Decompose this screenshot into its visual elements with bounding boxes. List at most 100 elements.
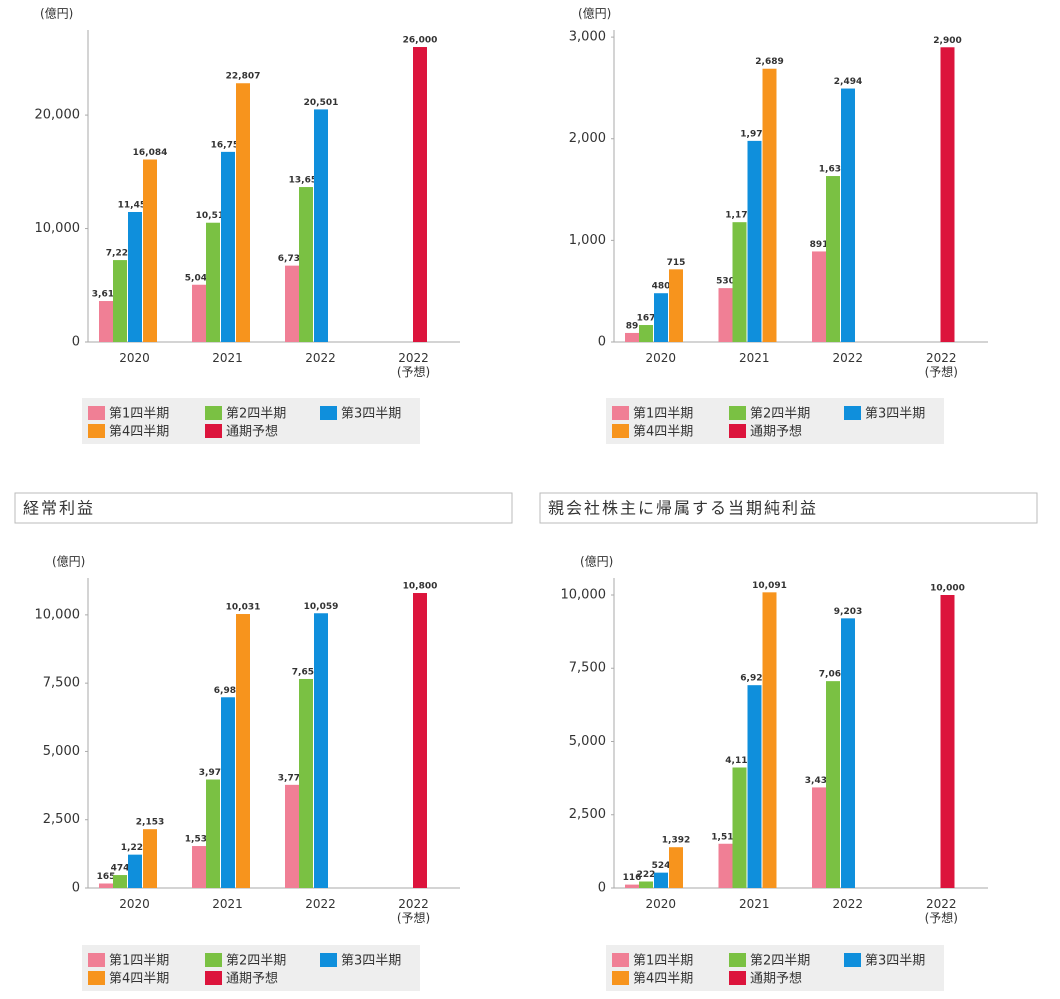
y-tick-label: 0 [598,881,606,896]
legend-swatch [729,406,746,420]
value-label: 22,807 [226,72,261,82]
value-label: 10,000 [930,583,965,593]
bar [940,47,955,342]
bar [940,594,955,888]
value-label: 3,777 [278,773,306,783]
bar [285,265,299,342]
bar [625,332,639,342]
value-label: 891 [810,240,829,250]
value-label: 530 [716,277,735,287]
legend-swatch [205,971,222,985]
value-label: 6,922 [740,674,768,684]
value-label: 1,633 [819,165,847,175]
x-tick-label: 2020 [119,897,150,911]
y-tick-label: 7,500 [569,661,606,676]
legend-swatch [205,953,222,967]
bar [812,787,826,888]
bar [113,875,127,888]
legend-label: 第4四半期 [109,425,169,440]
legend-swatch [844,406,861,420]
value-label: 3,433 [805,776,833,786]
bar [841,88,855,342]
legend-box [82,945,420,991]
legend-label: 通期予想 [226,424,278,440]
legend-swatch [729,953,746,967]
bar [206,222,220,342]
value-label: 1,536 [185,835,213,845]
legend-label: 第4四半期 [633,972,693,987]
legend-label: 第2四半期 [750,407,810,422]
x-tick-label: 2021 [212,897,243,911]
x-tick-label: 2022 (予想) [396,351,431,379]
value-label: 1,979 [740,129,768,139]
value-label: 4,113 [725,756,753,766]
value-label: 6,983 [214,686,242,696]
legend-label: 第3四半期 [865,407,925,422]
legend-swatch [320,953,337,967]
legend-swatch [88,424,105,438]
bar [99,301,113,342]
y-tick-label: 5,000 [569,734,606,749]
value-label: 3,611 [92,290,120,300]
bar [747,140,762,342]
legend-swatch [612,953,629,967]
section-header-box [539,492,1038,524]
y-tick-label: 0 [72,881,80,896]
value-label: 9,203 [834,607,862,617]
legend-label: 第1四半期 [109,407,169,422]
value-label: 165 [97,872,116,882]
bar [669,847,683,888]
bar [732,222,747,342]
bar [654,872,668,888]
bar [206,779,220,888]
bar [128,211,142,342]
y-tick-label: 2,500 [43,812,80,827]
y-tick-label: 10,000 [561,587,607,602]
value-label: 10,091 [752,581,787,591]
bar [314,613,328,888]
y-tick-label: 5,000 [43,744,80,759]
x-tick-label: 2022 (予想) [924,897,958,925]
value-label: 20,501 [304,98,339,108]
bar [221,151,235,342]
legend-label: 第2四半期 [226,954,286,969]
y-tick-label: 0 [72,335,80,350]
legend-box [606,945,944,991]
bar [314,109,328,343]
bar [826,176,840,342]
bar [718,288,733,342]
value-label: 474 [111,864,130,874]
y-tick-label: 0 [598,335,606,350]
legend-label: 第1四半期 [633,407,693,422]
legend-label: 第3四半期 [341,407,401,422]
value-label: 222 [637,870,656,880]
value-label: 16,084 [133,148,168,158]
x-tick-label: 2022 [832,897,864,911]
bar [841,618,855,888]
value-label: 1,221 [121,843,149,853]
y-tick-label: 10,000 [35,221,81,236]
bar [285,784,299,888]
x-tick-label: 2020 [645,351,677,365]
legend-swatch [320,406,337,420]
x-tick-label: 2022 [305,351,336,365]
legend-label: 第2四半期 [750,954,810,969]
legend-label: 第2四半期 [226,407,286,422]
bar [762,592,777,888]
value-label: 10,059 [304,602,339,612]
y-tick-label: 20,000 [35,108,81,123]
value-label: 116 [623,873,642,883]
legend-label: 第3四半期 [865,954,925,969]
legend-label: 第1四半期 [109,954,169,969]
value-label: 2,689 [755,57,783,67]
value-label: 10,513 [196,211,231,221]
value-label: 6,730 [278,254,306,264]
y-tick-label: 10,000 [35,607,81,622]
legend-swatch [729,424,746,438]
value-label: 10,800 [403,582,438,592]
legend-label: 第1四半期 [633,954,693,969]
value-label: 89 [626,321,639,331]
bar [413,47,427,342]
bar [625,884,639,888]
